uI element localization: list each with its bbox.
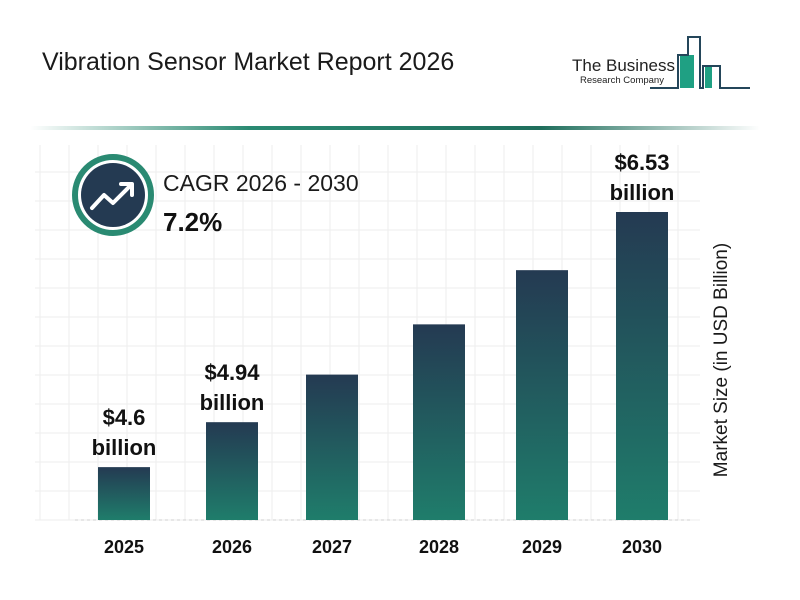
bar-2027 xyxy=(306,374,358,520)
bar-2030 xyxy=(616,212,668,520)
bar-2025 xyxy=(98,467,150,520)
bar-2028 xyxy=(413,324,465,520)
bar-2029 xyxy=(516,270,568,520)
data-label: $4.6 xyxy=(103,405,146,430)
data-label: $4.94 xyxy=(204,360,260,385)
x-tick-label: 2029 xyxy=(522,537,562,557)
logo-text: The Business xyxy=(572,56,675,75)
bar-2026 xyxy=(206,422,258,520)
data-label: billion xyxy=(200,390,265,415)
x-tick-label: 2025 xyxy=(104,537,144,557)
logo-subtext: Research Company xyxy=(580,75,664,86)
page-title: Vibration Sensor Market Report 2026 xyxy=(42,48,455,76)
data-label: $6.53 xyxy=(614,150,669,175)
data-label: billion xyxy=(610,180,675,205)
x-tick-label: 2026 xyxy=(212,537,252,557)
trending-up-icon xyxy=(81,163,145,227)
x-tick-label: 2027 xyxy=(312,537,352,557)
cagr-label: CAGR 2026 - 2030 xyxy=(163,170,359,196)
divider xyxy=(30,126,760,130)
x-tick-label: 2028 xyxy=(419,537,459,557)
y-axis-label: Market Size (in USD Billion) xyxy=(711,242,732,478)
x-tick-label: 2030 xyxy=(622,537,662,557)
cagr-value: 7.2% xyxy=(163,207,223,237)
data-label: billion xyxy=(92,435,157,460)
